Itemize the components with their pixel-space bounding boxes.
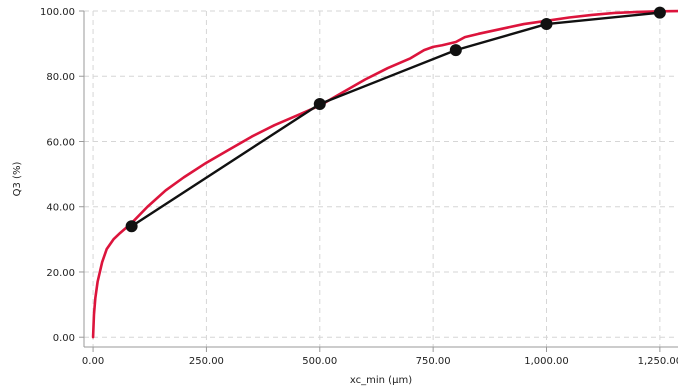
y-tick-label: 100.00 [40, 7, 75, 18]
y-tick-label: 0.00 [53, 333, 75, 344]
x-axis-title: xc_min (µm) [350, 375, 412, 386]
x-tick-label: 1,000.00 [524, 356, 569, 367]
series-point-1 [540, 18, 553, 31]
axis-layer [83, 11, 678, 348]
x-tick-label: 0.00 [82, 356, 104, 367]
series-point-1 [125, 220, 138, 233]
tick-layer: 0.00 250.00 500.00 750.00 1,000.00 1,250.00 0.… [40, 7, 678, 367]
x-tick-label: 250.00 [189, 356, 224, 367]
y-tick-label: 60.00 [46, 137, 75, 148]
y-tick-label: 40.00 [46, 203, 75, 214]
x-tick-label: 1,250.00 [638, 356, 678, 367]
series-line-1 [130, 11, 662, 228]
series-point-1 [449, 44, 462, 57]
x-tick-label: 500.00 [302, 356, 337, 367]
y-tick-label: 20.00 [46, 268, 75, 279]
series-point-1 [653, 6, 666, 19]
grid-layer [84, 10, 678, 347]
series-line-0 [91, 9, 678, 339]
x-tick-label: 750.00 [416, 356, 451, 367]
y-tick-label: 80.00 [46, 72, 75, 83]
series-layer [91, 6, 678, 339]
y-axis-title: Q3 (%) [12, 162, 23, 197]
series-point-1 [313, 97, 326, 110]
